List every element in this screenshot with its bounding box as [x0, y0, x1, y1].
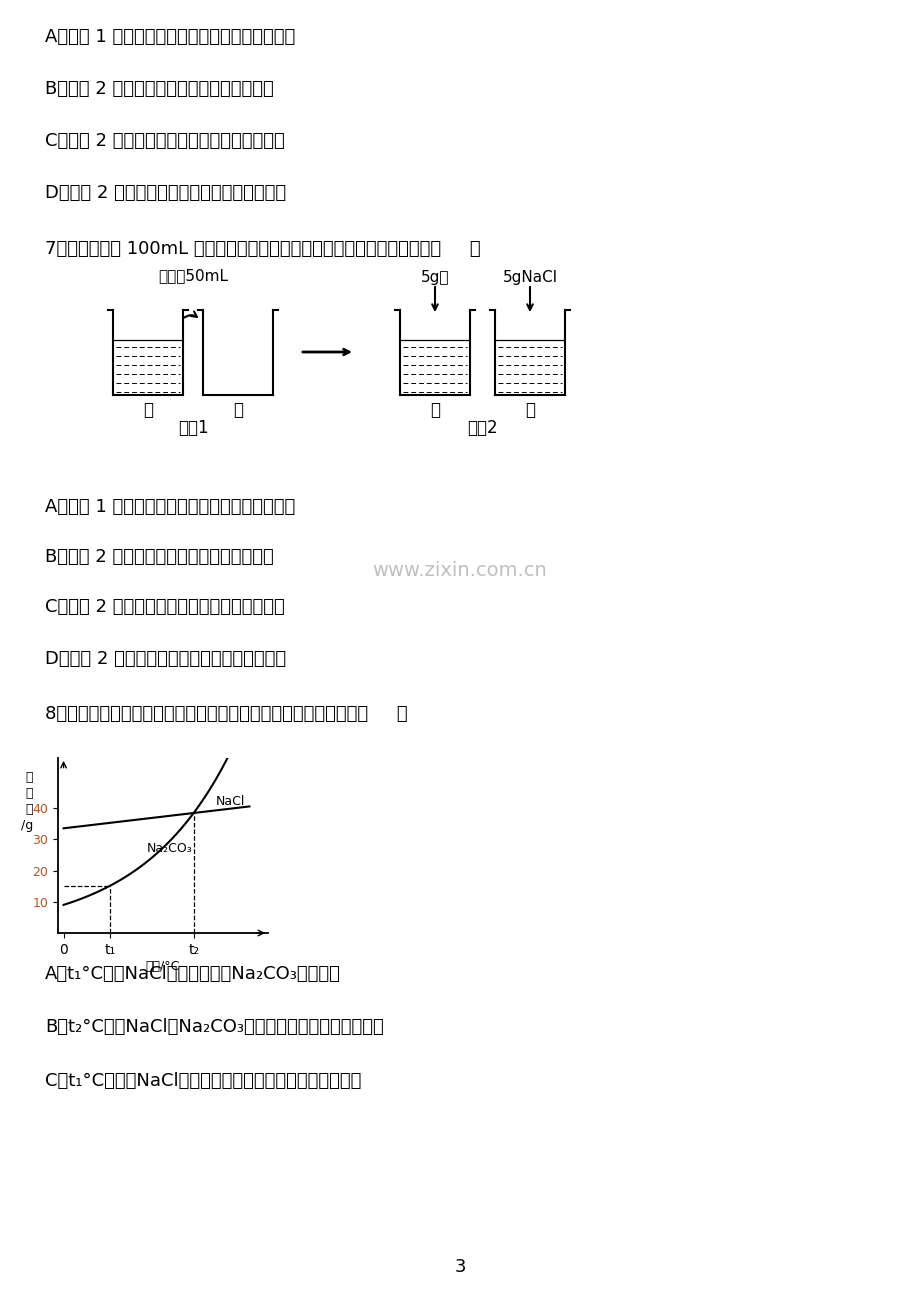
- Text: D．实验 2 后，甲、乙中溶液所含溶质质量相等: D．实验 2 后，甲、乙中溶液所含溶质质量相等: [45, 184, 286, 202]
- Text: C．t₁°C时，将NaCl的饱和溶液加热蒸发，一定有晶体析出: C．t₁°C时，将NaCl的饱和溶液加热蒸发，一定有晶体析出: [45, 1072, 361, 1091]
- Text: D．实验 2 后，甲、乙中溶液所含溶质质量相等: D．实验 2 后，甲、乙中溶液所含溶质质量相等: [45, 650, 286, 668]
- Text: B．实验 2 后，乙中比甲中氯化钠的溶解度大: B．实验 2 后，乙中比甲中氯化钠的溶解度大: [45, 79, 274, 98]
- Text: 实验1: 实验1: [177, 420, 208, 437]
- Text: 转移出50mL: 转移出50mL: [158, 268, 228, 283]
- Text: 乙: 乙: [525, 401, 535, 420]
- Text: A．实验 1 后，甲、乙中溶液的溶质质量分数相等: A．实验 1 后，甲、乙中溶液的溶质质量分数相等: [45, 27, 295, 46]
- Text: C．实验 2 后，甲中溶液为氯化钠的不饱和溶液: C．实验 2 后，甲中溶液为氯化钠的不饱和溶液: [45, 598, 285, 616]
- Text: 实验2: 实验2: [466, 420, 497, 437]
- Text: 甲: 甲: [429, 401, 439, 420]
- Text: www.zixin.com.cn: www.zixin.com.cn: [372, 560, 547, 580]
- Text: Na₂CO₃: Na₂CO₃: [147, 842, 193, 855]
- Text: NaCl: NaCl: [216, 795, 245, 808]
- Text: 乙: 乙: [233, 401, 243, 420]
- Text: 5gNaCl: 5gNaCl: [502, 270, 557, 285]
- Text: B．t₂°C时，NaCl和Na₂CO₃溶液中所含溶质质量一定相等: B．t₂°C时，NaCl和Na₂CO₃溶液中所含溶质质量一定相等: [45, 1018, 383, 1036]
- Text: 5g水: 5g水: [420, 270, 448, 285]
- Text: C．实验 2 后，甲中溶液为氯化钠的不饱和溶液: C．实验 2 后，甲中溶液为氯化钠的不饱和溶液: [45, 132, 285, 150]
- Text: 7、常温下，对 100mL 氯化钠饱和溶液进行图示实验。下列分析错误的是（     ）: 7、常温下，对 100mL 氯化钠饱和溶液进行图示实验。下列分析错误的是（ ）: [45, 240, 480, 258]
- Text: B．实验 2 后，乙中比甲中氯化钠的溶解度大: B．实验 2 后，乙中比甲中氯化钠的溶解度大: [45, 549, 274, 566]
- Text: A．实验 1 后，甲、乙中溶液的溶质质量分数相等: A．实验 1 后，甲、乙中溶液的溶质质量分数相等: [45, 498, 295, 516]
- Text: A．t₁°C时，NaCl的溶解度大于Na₂CO₃的溶解度: A．t₁°C时，NaCl的溶解度大于Na₂CO₃的溶解度: [45, 966, 341, 982]
- Text: 溶
解
度
/g: 溶 解 度 /g: [20, 771, 33, 833]
- X-axis label: 温度/°C: 温度/°C: [145, 959, 180, 972]
- Text: 甲: 甲: [142, 401, 153, 420]
- Text: 3: 3: [454, 1257, 465, 1276]
- Text: 8、如图所示是碳酸钠和氯化钠的溶解度曲线，下列叙述错误的是（     ）: 8、如图所示是碳酸钠和氯化钠的溶解度曲线，下列叙述错误的是（ ）: [45, 705, 407, 723]
